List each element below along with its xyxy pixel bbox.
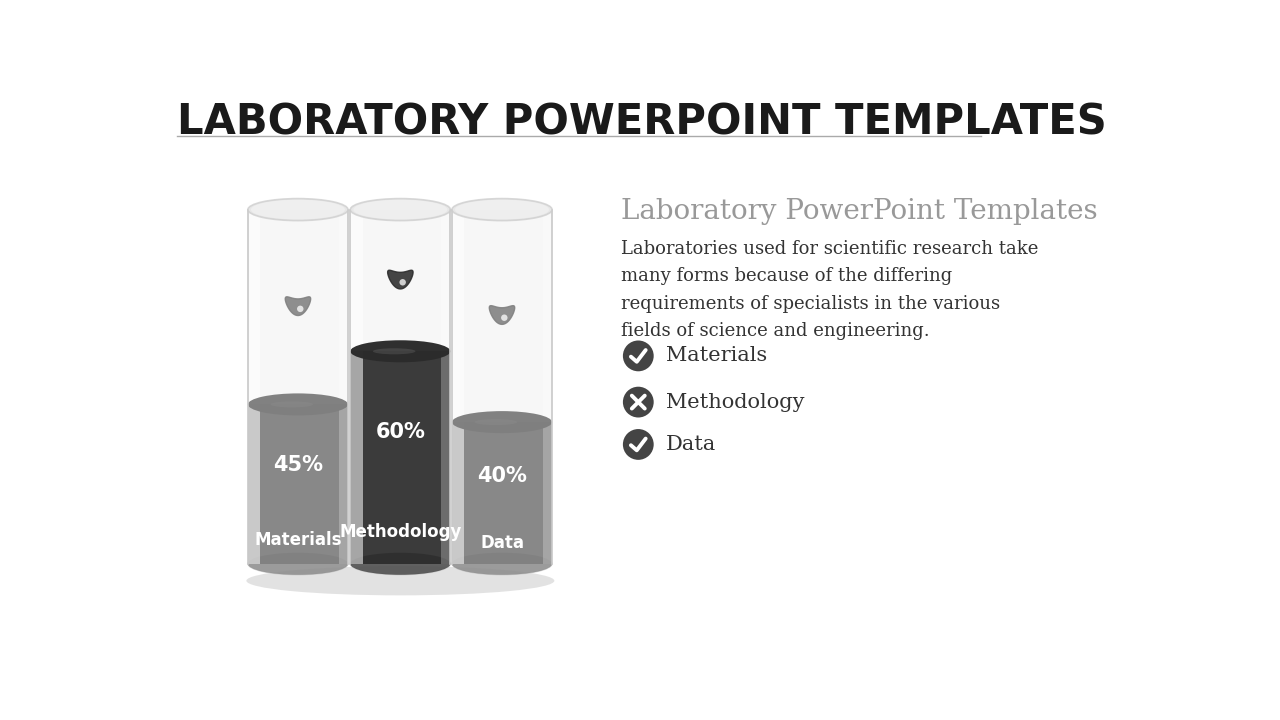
Circle shape (623, 429, 654, 460)
Polygon shape (452, 210, 552, 564)
Ellipse shape (454, 199, 549, 220)
Ellipse shape (372, 348, 416, 354)
Ellipse shape (351, 199, 451, 220)
Ellipse shape (248, 393, 348, 415)
Polygon shape (388, 270, 413, 289)
Text: Materials: Materials (255, 531, 342, 549)
Polygon shape (285, 297, 311, 315)
Polygon shape (248, 210, 348, 564)
Circle shape (297, 305, 303, 312)
Ellipse shape (475, 419, 517, 425)
Ellipse shape (351, 553, 451, 575)
Ellipse shape (351, 341, 451, 362)
Circle shape (623, 341, 654, 372)
Circle shape (623, 387, 654, 418)
Ellipse shape (248, 199, 348, 220)
Polygon shape (452, 422, 552, 564)
Text: 45%: 45% (273, 455, 323, 475)
Text: Methodology: Methodology (339, 523, 462, 541)
Text: 60%: 60% (375, 422, 425, 442)
Polygon shape (351, 210, 451, 564)
Polygon shape (351, 351, 451, 564)
Polygon shape (452, 210, 465, 564)
Text: Data: Data (480, 534, 524, 552)
Text: Data: Data (666, 435, 717, 454)
Text: Materials: Materials (666, 346, 767, 365)
Text: Laboratories used for scientific research take
many forms because of the differi: Laboratories used for scientific researc… (621, 240, 1039, 340)
Ellipse shape (270, 401, 314, 408)
Polygon shape (543, 210, 552, 564)
Ellipse shape (452, 553, 552, 575)
Text: LABORATORY POWERPOINT TEMPLATES: LABORATORY POWERPOINT TEMPLATES (177, 102, 1107, 144)
Text: 40%: 40% (477, 466, 527, 486)
Circle shape (399, 279, 406, 286)
Ellipse shape (246, 566, 554, 595)
Polygon shape (351, 210, 362, 564)
Text: Methodology: Methodology (666, 392, 805, 412)
Polygon shape (248, 405, 348, 564)
Ellipse shape (248, 553, 348, 575)
Polygon shape (442, 210, 451, 564)
Ellipse shape (251, 199, 344, 220)
Ellipse shape (351, 553, 451, 575)
Ellipse shape (452, 411, 552, 433)
Circle shape (500, 315, 508, 321)
Ellipse shape (248, 553, 348, 575)
Ellipse shape (353, 199, 447, 220)
Polygon shape (489, 306, 515, 325)
Ellipse shape (452, 553, 552, 575)
Ellipse shape (452, 199, 552, 220)
Polygon shape (339, 210, 348, 564)
Polygon shape (248, 210, 260, 564)
Text: Laboratory PowerPoint Templates: Laboratory PowerPoint Templates (621, 198, 1098, 225)
